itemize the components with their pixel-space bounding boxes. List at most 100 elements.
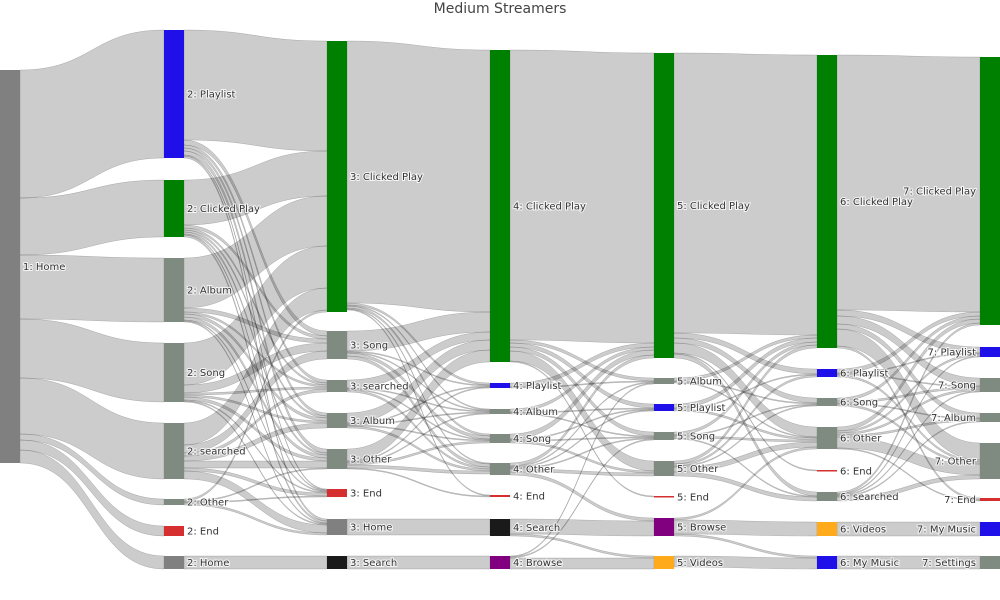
sankey-node[interactable] (980, 556, 1000, 569)
node-label: 2: Other (187, 498, 229, 509)
sankey-node[interactable] (654, 461, 674, 476)
sankey-node[interactable] (817, 556, 837, 569)
sankey-node[interactable] (654, 404, 674, 411)
sankey-link[interactable] (836, 54, 981, 313)
sankey-node[interactable] (327, 489, 347, 497)
sankey-node[interactable] (817, 427, 837, 449)
sankey-node[interactable] (654, 378, 674, 384)
node-label: 7: Other (935, 457, 977, 468)
node-label: 5: Browse (677, 523, 726, 534)
node-label: 5: Playlist (677, 403, 726, 414)
node-label: 3: Song (350, 341, 388, 352)
node-label: 2: Home (187, 558, 229, 569)
sankey-node[interactable] (980, 347, 1000, 357)
node-label: 4: Browse (513, 558, 562, 569)
sankey-link[interactable] (183, 460, 328, 469)
sankey-node[interactable] (490, 463, 510, 475)
node-label: 6: Playlist (840, 369, 889, 380)
node-label: 6: Videos (840, 525, 886, 536)
node-label: 7: Clicked Play (903, 187, 976, 198)
sankey-node[interactable] (980, 498, 1000, 501)
node-label: 7: My Music (917, 525, 976, 536)
node-label: 3: End (350, 489, 382, 500)
sankey-node[interactable] (164, 258, 184, 322)
sankey-node[interactable] (327, 331, 347, 359)
sankey-node[interactable] (0, 70, 20, 463)
sankey-node[interactable] (327, 519, 347, 535)
sankey-node[interactable] (817, 522, 837, 536)
sankey-node[interactable] (164, 526, 184, 536)
sankey-node[interactable] (980, 522, 1000, 536)
node-label: 7: Playlist (928, 348, 977, 359)
sankey-node[interactable] (817, 55, 837, 348)
sankey-node[interactable] (980, 413, 1000, 422)
sankey-node[interactable] (654, 496, 674, 498)
sankey-node[interactable] (164, 343, 184, 402)
node-label: 4: Search (513, 523, 560, 534)
sankey-node[interactable] (654, 556, 674, 569)
node-label: 3: searched (350, 382, 409, 393)
node-label: 6: End (840, 466, 872, 477)
sankey-node[interactable] (980, 57, 1000, 325)
labels-layer: 1: Home 2: Playlist 2: Clicked Play 2: Albu… (22, 89, 978, 571)
sankey-link[interactable] (673, 533, 818, 559)
sankey-node[interactable] (490, 409, 510, 414)
node-label: 2: End (187, 527, 219, 538)
sankey-node[interactable] (164, 499, 184, 505)
node-label: 4: Other (513, 465, 555, 476)
node-label: 4: Clicked Play (513, 202, 586, 213)
sankey-node[interactable] (490, 434, 510, 443)
sankey-node[interactable] (164, 180, 184, 237)
node-label: 4: End (513, 492, 545, 503)
node-label: 2: searched (187, 447, 246, 458)
sankey-node[interactable] (980, 443, 1000, 479)
chart-title: Medium Streamers (433, 1, 567, 17)
node-label: 3: Other (350, 455, 392, 466)
sankey-link[interactable] (509, 49, 655, 344)
node-label: 3: Clicked Play (350, 172, 423, 183)
sankey-node[interactable] (327, 380, 347, 392)
sankey-link[interactable] (19, 29, 165, 199)
sankey-node[interactable] (490, 556, 510, 569)
sankey-node[interactable] (490, 495, 510, 497)
sankey-node[interactable] (654, 432, 674, 440)
nodes-layer (0, 30, 1000, 569)
node-label: 2: Clicked Play (187, 204, 260, 215)
sankey-node[interactable] (164, 423, 184, 479)
node-label: 2: Song (187, 368, 225, 379)
sankey-node[interactable] (817, 369, 837, 377)
node-label: 4: Playlist (513, 381, 562, 392)
sankey-node[interactable] (164, 30, 184, 158)
node-label: 3: Album (350, 416, 395, 427)
sankey-node[interactable] (327, 449, 347, 469)
sankey-node[interactable] (654, 518, 674, 536)
sankey-link[interactable] (509, 533, 655, 559)
sankey-link[interactable] (673, 52, 818, 336)
node-label: 3: Home (350, 523, 392, 534)
sankey-node[interactable] (980, 378, 1000, 392)
sankey-node[interactable] (327, 41, 347, 312)
sankey-node[interactable] (817, 492, 837, 501)
sankey-node[interactable] (327, 413, 347, 428)
node-label: 4: Album (513, 407, 558, 418)
node-label: 7: Song (938, 381, 976, 392)
node-label: 5: Other (677, 464, 719, 475)
node-label: 3: Search (350, 558, 397, 569)
sankey-node[interactable] (490, 383, 510, 388)
node-label: 6: Clicked Play (840, 197, 913, 208)
sankey-node[interactable] (327, 556, 347, 569)
sankey-node[interactable] (817, 470, 837, 472)
node-label: 2: Playlist (187, 90, 236, 101)
node-label: 5: Album (677, 377, 722, 388)
sankey-node[interactable] (654, 53, 674, 358)
node-label: 7: End (944, 495, 976, 506)
sankey-node[interactable] (817, 398, 837, 406)
node-label: 5: Song (677, 432, 715, 443)
sankey-node[interactable] (490, 519, 510, 536)
sankey-node[interactable] (164, 556, 184, 569)
node-label: 7: Album (931, 413, 976, 424)
node-label: 7: Settings (922, 558, 976, 569)
node-label: 2: Album (187, 286, 232, 297)
sankey-node[interactable] (490, 50, 510, 362)
